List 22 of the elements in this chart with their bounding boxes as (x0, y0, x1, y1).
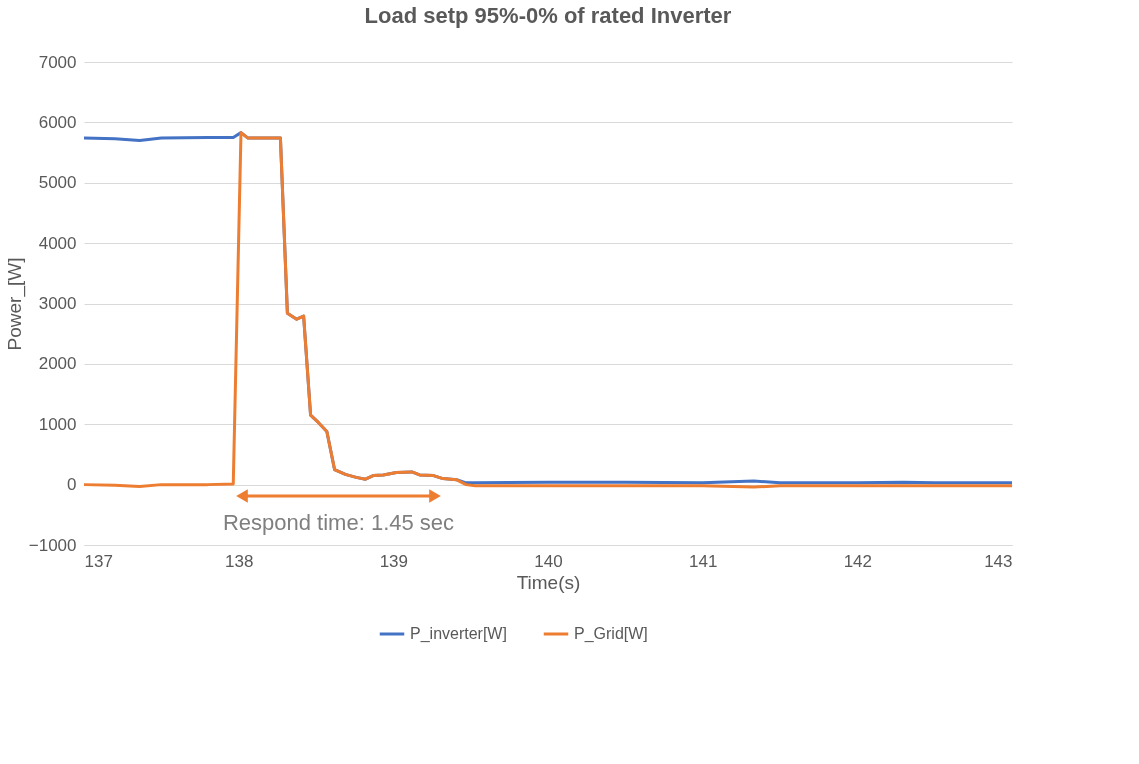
y-tick-label: 7000 (38, 52, 77, 72)
chart-title: Load setp 95%-0% of rated Inverter (364, 3, 732, 28)
x-tick-label: 140 (534, 551, 563, 571)
y-tick-label: 4000 (38, 233, 77, 253)
legend-label: P_Grid[W] (574, 625, 648, 643)
y-tick-label: 6000 (38, 112, 77, 132)
x-tick-label: 139 (379, 551, 409, 571)
x-tick-label: 141 (688, 551, 718, 571)
y-tick-label: 1000 (38, 414, 77, 434)
annotation: Respond time: 1.45 sec (222, 510, 455, 535)
x-axis-title: Time(s) (516, 571, 581, 593)
y-axis-title: Power_[W] (3, 257, 26, 351)
y-tick-label: 5000 (38, 173, 77, 193)
x-tick-label: 143 (984, 551, 1013, 571)
x-tick-label: 137 (84, 551, 113, 571)
y-tick-label: −1000 (28, 535, 77, 555)
x-tick-label: 142 (843, 551, 873, 571)
y-tick-label: 2000 (38, 354, 77, 374)
x-tick-label: 138 (224, 551, 254, 571)
legend-label: P_inverter[W] (410, 625, 507, 643)
y-tick-label: 3000 (38, 294, 77, 313)
y-tick-label: 0 (67, 475, 77, 495)
